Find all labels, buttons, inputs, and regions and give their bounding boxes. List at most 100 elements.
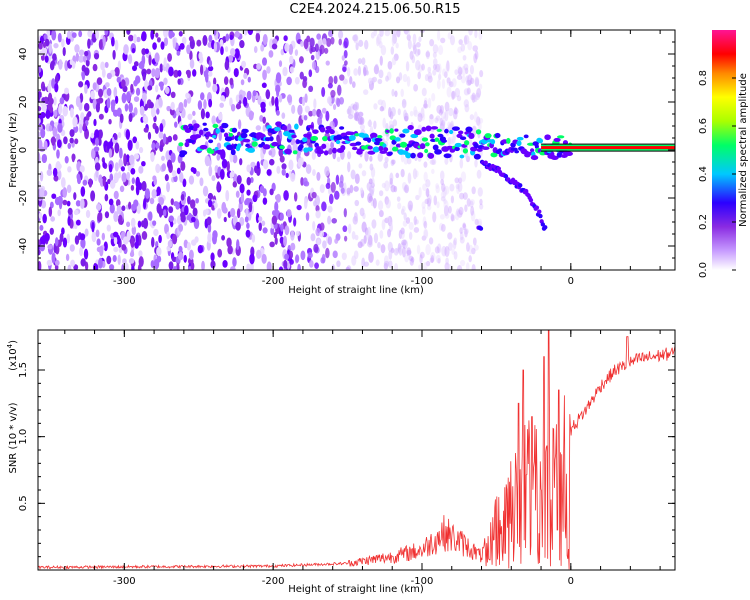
heatmap-cell — [95, 169, 99, 178]
heatmap-cell — [102, 175, 106, 187]
heatmap-cell — [468, 255, 472, 263]
heatmap-cell — [404, 112, 409, 122]
heatmap-cell — [218, 112, 223, 121]
heatmap-cell — [420, 107, 425, 119]
heatmap-cell — [415, 170, 419, 178]
heatmap-cell — [295, 230, 300, 237]
heatmap-cell — [390, 46, 395, 55]
heatmap-cell — [443, 71, 448, 79]
heatmap-cell — [338, 30, 344, 39]
heatmap-cell — [457, 65, 462, 72]
heatmap-cell — [257, 133, 266, 139]
heatmap-cell — [423, 161, 428, 168]
heatmap-cell — [167, 240, 173, 248]
heatmap-cell — [466, 155, 471, 163]
heatmap-cell — [244, 216, 249, 223]
heatmap-cell — [339, 126, 345, 130]
heatmap-cell — [279, 212, 284, 221]
heatmap-cell — [322, 240, 327, 249]
heatmap-cell — [249, 253, 255, 265]
heatmap-cell — [435, 115, 441, 121]
heatmap-cell — [473, 153, 481, 160]
heatmap-cell — [290, 242, 296, 251]
heatmap-cell — [84, 50, 89, 57]
heatmap-cell — [142, 73, 146, 81]
heatmap-cell — [241, 60, 247, 68]
heatmap-cell — [166, 159, 173, 169]
heatmap-cell — [62, 187, 68, 198]
heatmap-cell — [104, 30, 109, 36]
heatmap-cell — [273, 231, 278, 239]
heatmap-cell — [344, 235, 348, 242]
heatmap-cell — [236, 208, 241, 219]
heatmap-cell — [126, 171, 131, 181]
heatmap-cell — [74, 235, 80, 245]
heatmap-cell — [57, 32, 62, 43]
heatmap-cell — [432, 52, 437, 58]
heatmap-cell — [297, 104, 303, 116]
heatmap-cell — [311, 191, 317, 199]
heatmap-cell — [250, 161, 256, 168]
heatmap-cell — [312, 108, 317, 117]
heatmap-cell — [198, 129, 204, 136]
heatmap-cell — [353, 186, 359, 192]
heatmap-cell — [447, 137, 452, 146]
heatmap-cell — [181, 36, 187, 45]
heatmap-cell — [496, 166, 501, 171]
heatmap-cell — [368, 195, 374, 202]
heatmap-cell — [327, 236, 333, 246]
heatmap-cell — [396, 196, 401, 202]
heatmap-cell — [425, 243, 431, 256]
heatmap-x-axis-label: Height of straight line (km) — [288, 285, 424, 296]
heatmap-cell — [413, 227, 420, 233]
heatmap-cell — [459, 158, 464, 169]
heatmap-cell — [396, 30, 401, 38]
heatmap-cell — [240, 192, 245, 204]
heatmap-cell — [401, 100, 407, 108]
heatmap-cell — [448, 122, 454, 129]
heatmap-cell — [330, 36, 335, 45]
heatmap-cell — [422, 216, 427, 227]
y-tick-label: 1.0 — [18, 429, 29, 445]
heatmap-cell — [92, 63, 98, 72]
heatmap-cell — [432, 144, 439, 151]
heatmap-cell — [131, 225, 137, 235]
heatmap-cell — [439, 214, 445, 220]
heatmap-cell — [470, 205, 475, 216]
heatmap-cell — [339, 74, 345, 81]
heatmap-cell — [117, 131, 122, 139]
heatmap-cell — [275, 121, 282, 127]
heatmap-cell — [430, 252, 436, 263]
heatmap-cell — [52, 126, 58, 138]
heatmap-cell — [421, 206, 426, 215]
heatmap-cell — [108, 148, 113, 158]
heatmap-cell — [484, 133, 492, 139]
heatmap-cell — [443, 153, 452, 159]
heatmap-cell — [52, 167, 58, 178]
heatmap-cell — [304, 105, 310, 113]
heatmap-cell — [75, 200, 81, 207]
heatmap-cell — [436, 128, 442, 132]
heatmap-cell — [245, 229, 251, 238]
heatmap-cell — [474, 159, 478, 168]
heatmap-cell — [255, 30, 262, 34]
heatmap-cell — [400, 168, 405, 178]
heatmap-cell — [112, 231, 119, 238]
heatmap-cell — [368, 178, 373, 185]
heatmap-cell — [232, 181, 238, 188]
heatmap-cell — [48, 43, 53, 54]
heatmap-cell — [447, 205, 452, 214]
heatmap-cell — [38, 152, 41, 164]
heatmap-cell — [283, 190, 289, 201]
heatmap-cell — [328, 76, 334, 85]
heatmap-cell — [74, 44, 80, 53]
heatmap-cell — [291, 104, 296, 115]
heatmap-cell — [345, 266, 350, 270]
heatmap-cell — [148, 54, 152, 66]
heatmap-cell — [308, 69, 313, 78]
heatmap-cell — [398, 72, 403, 81]
heatmap-cell — [151, 236, 155, 248]
heatmap-cell — [46, 259, 52, 266]
heatmap-cell — [328, 30, 334, 38]
heatmap-cell — [395, 172, 400, 179]
